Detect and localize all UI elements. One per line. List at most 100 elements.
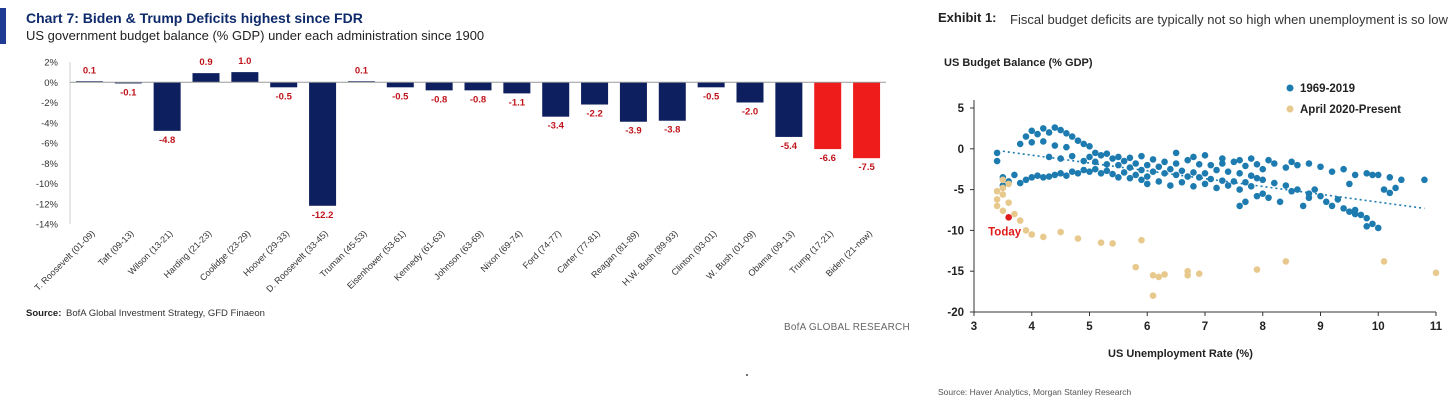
scatter-point-1969-2019	[1138, 152, 1145, 160]
left-source-text: BofA Global Investment Strategy, GFD Fin…	[66, 308, 265, 319]
scatter-point-1969-2019	[1219, 155, 1226, 162]
bar-4	[231, 72, 259, 83]
scatter-point-1969-2019	[1063, 143, 1070, 151]
scatter-point-1969-2019	[1288, 187, 1295, 195]
bar-data-label: 0.1	[83, 65, 97, 76]
scatter-point-1969-2019	[1247, 155, 1255, 162]
scatter-point-1969-2019	[1242, 178, 1249, 186]
scatter-point-1969-2019	[1253, 174, 1261, 182]
bar-2	[153, 82, 181, 131]
scatter-point-1969-2019	[1190, 183, 1197, 190]
scatter-point-1969-2019	[1236, 202, 1243, 210]
bar-data-label: -0.5	[392, 91, 409, 102]
left-source-label: Source:	[26, 308, 62, 319]
today-label: Today	[988, 226, 1022, 238]
scatter-point-1969-2019	[1057, 126, 1064, 134]
trend-line	[1002, 150, 1425, 210]
scatter-point-1969-2019	[1045, 173, 1053, 180]
legend-label: 1969-2019	[1300, 83, 1355, 95]
scatter-point-1969-2019	[1201, 180, 1209, 188]
scatter-point-1969-2019	[1380, 186, 1388, 193]
exhibit-title: Fiscal budget deficits are typically not…	[1010, 12, 1448, 27]
scatter-point-1969-2019	[1051, 171, 1059, 179]
scatter-point-1969-2019	[1317, 192, 1324, 200]
scatter-point-1969-2019	[1149, 168, 1157, 175]
scatter-point-1969-2019	[1022, 176, 1030, 184]
scatter-point-1969-2019	[1328, 202, 1336, 210]
scatter-point-1969-2019	[1143, 180, 1151, 188]
scatter-point-1969-2019	[1346, 180, 1353, 188]
scatter-x-tick: 5	[1086, 321, 1093, 333]
bar-18	[775, 82, 803, 137]
exhibit-source: Source: Haver Analytics, Morgan Stanley …	[938, 387, 1132, 397]
scatter-point-1969-2019	[1097, 169, 1105, 177]
scatter-point-2020-present	[1432, 269, 1440, 277]
scatter-point-1969-2019	[1253, 192, 1261, 200]
scatter-point-2020-present	[1040, 233, 1047, 241]
scatter-point-1969-2019	[1242, 162, 1249, 170]
scatter-point-1969-2019	[1143, 161, 1151, 169]
scatter-point-1969-2019	[1213, 184, 1220, 192]
y-tick-label: -8%	[41, 159, 58, 170]
scatter-point-1969-2019	[1374, 171, 1382, 179]
scatter-point-1969-2019	[1398, 176, 1405, 184]
scatter-point-1969-2019	[1074, 169, 1082, 177]
scatter-point-1969-2019	[1028, 174, 1036, 181]
scatter-point-2020-present	[1149, 271, 1157, 279]
scatter-point-1969-2019	[1259, 190, 1267, 197]
bar-20	[853, 82, 881, 159]
scatter-point-1969-2019	[1149, 156, 1157, 163]
scatter-point-1969-2019	[1028, 127, 1036, 135]
exhibit-label: Exhibit 1:	[938, 10, 997, 25]
scatter-point-1969-2019	[1230, 178, 1238, 185]
scatter-point-2020-present	[1011, 210, 1018, 218]
scatter-point-1969-2019	[1120, 169, 1128, 176]
scatter-point-1969-2019	[1363, 223, 1370, 230]
scatter-point-1969-2019	[1236, 186, 1243, 193]
bar-data-label: -0.8	[470, 94, 486, 105]
scatter-point-1969-2019	[1126, 154, 1134, 162]
scatter-point-2020-present	[1155, 273, 1163, 281]
scatter-point-2020-present	[1097, 239, 1105, 246]
scatter-point-1969-2019	[1230, 158, 1238, 166]
scatter-point-1969-2019	[1184, 156, 1191, 164]
scatter-point-1969-2019	[1115, 174, 1122, 181]
bar-14	[619, 82, 647, 122]
scatter-point-1969-2019	[1357, 211, 1365, 219]
scatter-point-1969-2019	[1080, 140, 1088, 148]
scatter-point-2020-present	[1253, 266, 1261, 273]
scatter-point-1969-2019	[1167, 165, 1174, 173]
scatter-point-2020-present	[1057, 228, 1064, 236]
scatter-y-axis-label: US Budget Balance (% GDP)	[944, 57, 1093, 69]
bar-chart: 2% 0% -2% -4% -6% -8% -10% -12% -14% 0.1 T. Roosev…	[32, 56, 886, 294]
scatter-y-tick: 0	[958, 144, 964, 156]
scatter-point-1969-2019	[1276, 198, 1284, 206]
title-accent-bar	[0, 8, 6, 44]
scatter-point-1969-2019	[1051, 142, 1059, 149]
legend-marker	[1286, 84, 1294, 92]
scatter-point-2020-present	[999, 207, 1007, 215]
bar-9	[425, 82, 453, 91]
scatter-point-1969-2019	[1167, 182, 1174, 189]
scatter-point-1969-2019	[1271, 160, 1278, 167]
scatter-point-1969-2019	[1086, 143, 1093, 150]
scatter-point-1969-2019	[1172, 149, 1180, 157]
scatter-point-1969-2019	[1109, 170, 1116, 178]
scatter-point-1969-2019	[1097, 152, 1105, 159]
left-chart-subtitle: US government budget balance (% GDP) und…	[26, 28, 485, 43]
scatter-point-1969-2019	[1207, 161, 1215, 169]
scatter-point-1969-2019	[1363, 169, 1370, 177]
left-chart-title: Chart 7: Biden & Trump Deficits highest …	[26, 10, 363, 26]
bar-data-label: 0.9	[199, 57, 212, 68]
scatter-point-2020-present	[999, 184, 1007, 192]
scatter-point-1969-2019	[1242, 198, 1249, 206]
scatter-point-1969-2019	[1392, 184, 1399, 192]
scatter-point-1969-2019	[1282, 182, 1290, 189]
scatter-point-1969-2019	[1190, 153, 1197, 161]
scatter-point-1969-2019	[1034, 172, 1041, 180]
bar-data-label: 0.1	[355, 65, 369, 76]
scatter-point-1969-2019	[1317, 163, 1324, 171]
today-point	[1005, 214, 1012, 221]
scatter-point-2020-present	[1074, 235, 1082, 242]
y-tick-label: 2%	[44, 58, 58, 69]
